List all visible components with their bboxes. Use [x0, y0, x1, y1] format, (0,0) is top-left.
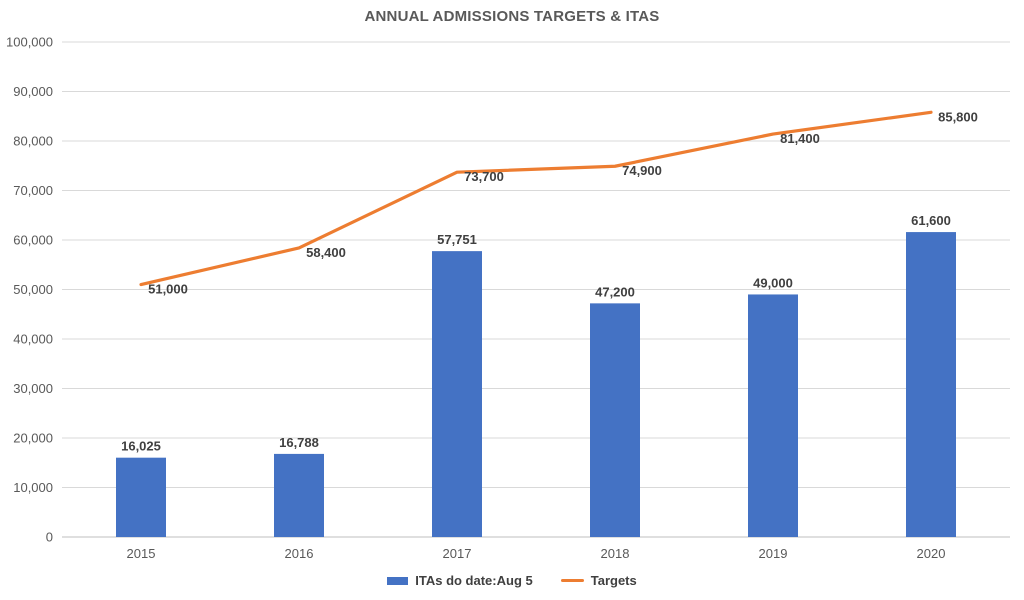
bar-data-label-2015: 16,025 [121, 439, 161, 454]
bar-2018 [590, 303, 640, 537]
y-tick-label: 40,000 [13, 332, 53, 347]
chart-title: ANNUAL ADMISSIONS TARGETS & ITAS [364, 8, 660, 25]
bar-data-label-2019: 49,000 [753, 275, 793, 290]
y-tick-label: 90,000 [13, 84, 53, 99]
bar-data-label-2016: 16,788 [279, 435, 319, 450]
y-tick-label: 70,000 [13, 183, 53, 198]
x-tick-label-2017: 2017 [443, 546, 472, 561]
legend-line-swatch-icon [560, 579, 584, 582]
line-data-label-2017: 73,700 [464, 169, 504, 184]
legend: ITAs do date:Aug 5 Targets [0, 573, 1024, 588]
line-data-label-2015: 51,000 [148, 282, 188, 297]
bar-2020 [906, 232, 956, 537]
bar-data-label-2017: 57,751 [437, 232, 477, 247]
legend-item-targets: Targets [560, 573, 637, 588]
x-tick-label-2019: 2019 [759, 546, 788, 561]
line-data-label-2020: 85,800 [938, 109, 978, 124]
x-tick-label-2015: 2015 [127, 546, 156, 561]
bar-data-label-2018: 47,200 [595, 284, 635, 299]
line-data-label-2019: 81,400 [780, 131, 820, 146]
x-tick-label-2016: 2016 [285, 546, 314, 561]
targets-line [139, 110, 933, 287]
y-tick-label: 20,000 [13, 431, 53, 446]
legend-label-targets: Targets [590, 573, 637, 588]
bar-2017 [432, 251, 482, 537]
bar-2016 [274, 453, 324, 537]
y-tick-label: 0 [46, 530, 53, 545]
line-data-label-2016: 58,400 [306, 245, 346, 260]
y-tick-label: 50,000 [13, 282, 53, 297]
bar-data-label-2020: 61,600 [911, 213, 951, 228]
y-tick-label: 60,000 [13, 233, 53, 248]
legend-label-itas: ITAs do date:Aug 5 [415, 573, 533, 588]
bar-2015 [116, 457, 166, 537]
x-tick-label-2020: 2020 [917, 546, 946, 561]
legend-item-itas: ITAs do date:Aug 5 [387, 573, 533, 588]
line-data-label-2018: 74,900 [622, 163, 662, 178]
x-tick-label-2018: 2018 [601, 546, 630, 561]
legend-bar-swatch-icon [387, 576, 409, 585]
y-tick-label: 30,000 [13, 381, 53, 396]
bar-2019 [748, 294, 798, 537]
y-tick-label: 100,000 [6, 35, 53, 50]
y-tick-label: 80,000 [13, 134, 53, 149]
y-tick-label: 10,000 [13, 480, 53, 495]
